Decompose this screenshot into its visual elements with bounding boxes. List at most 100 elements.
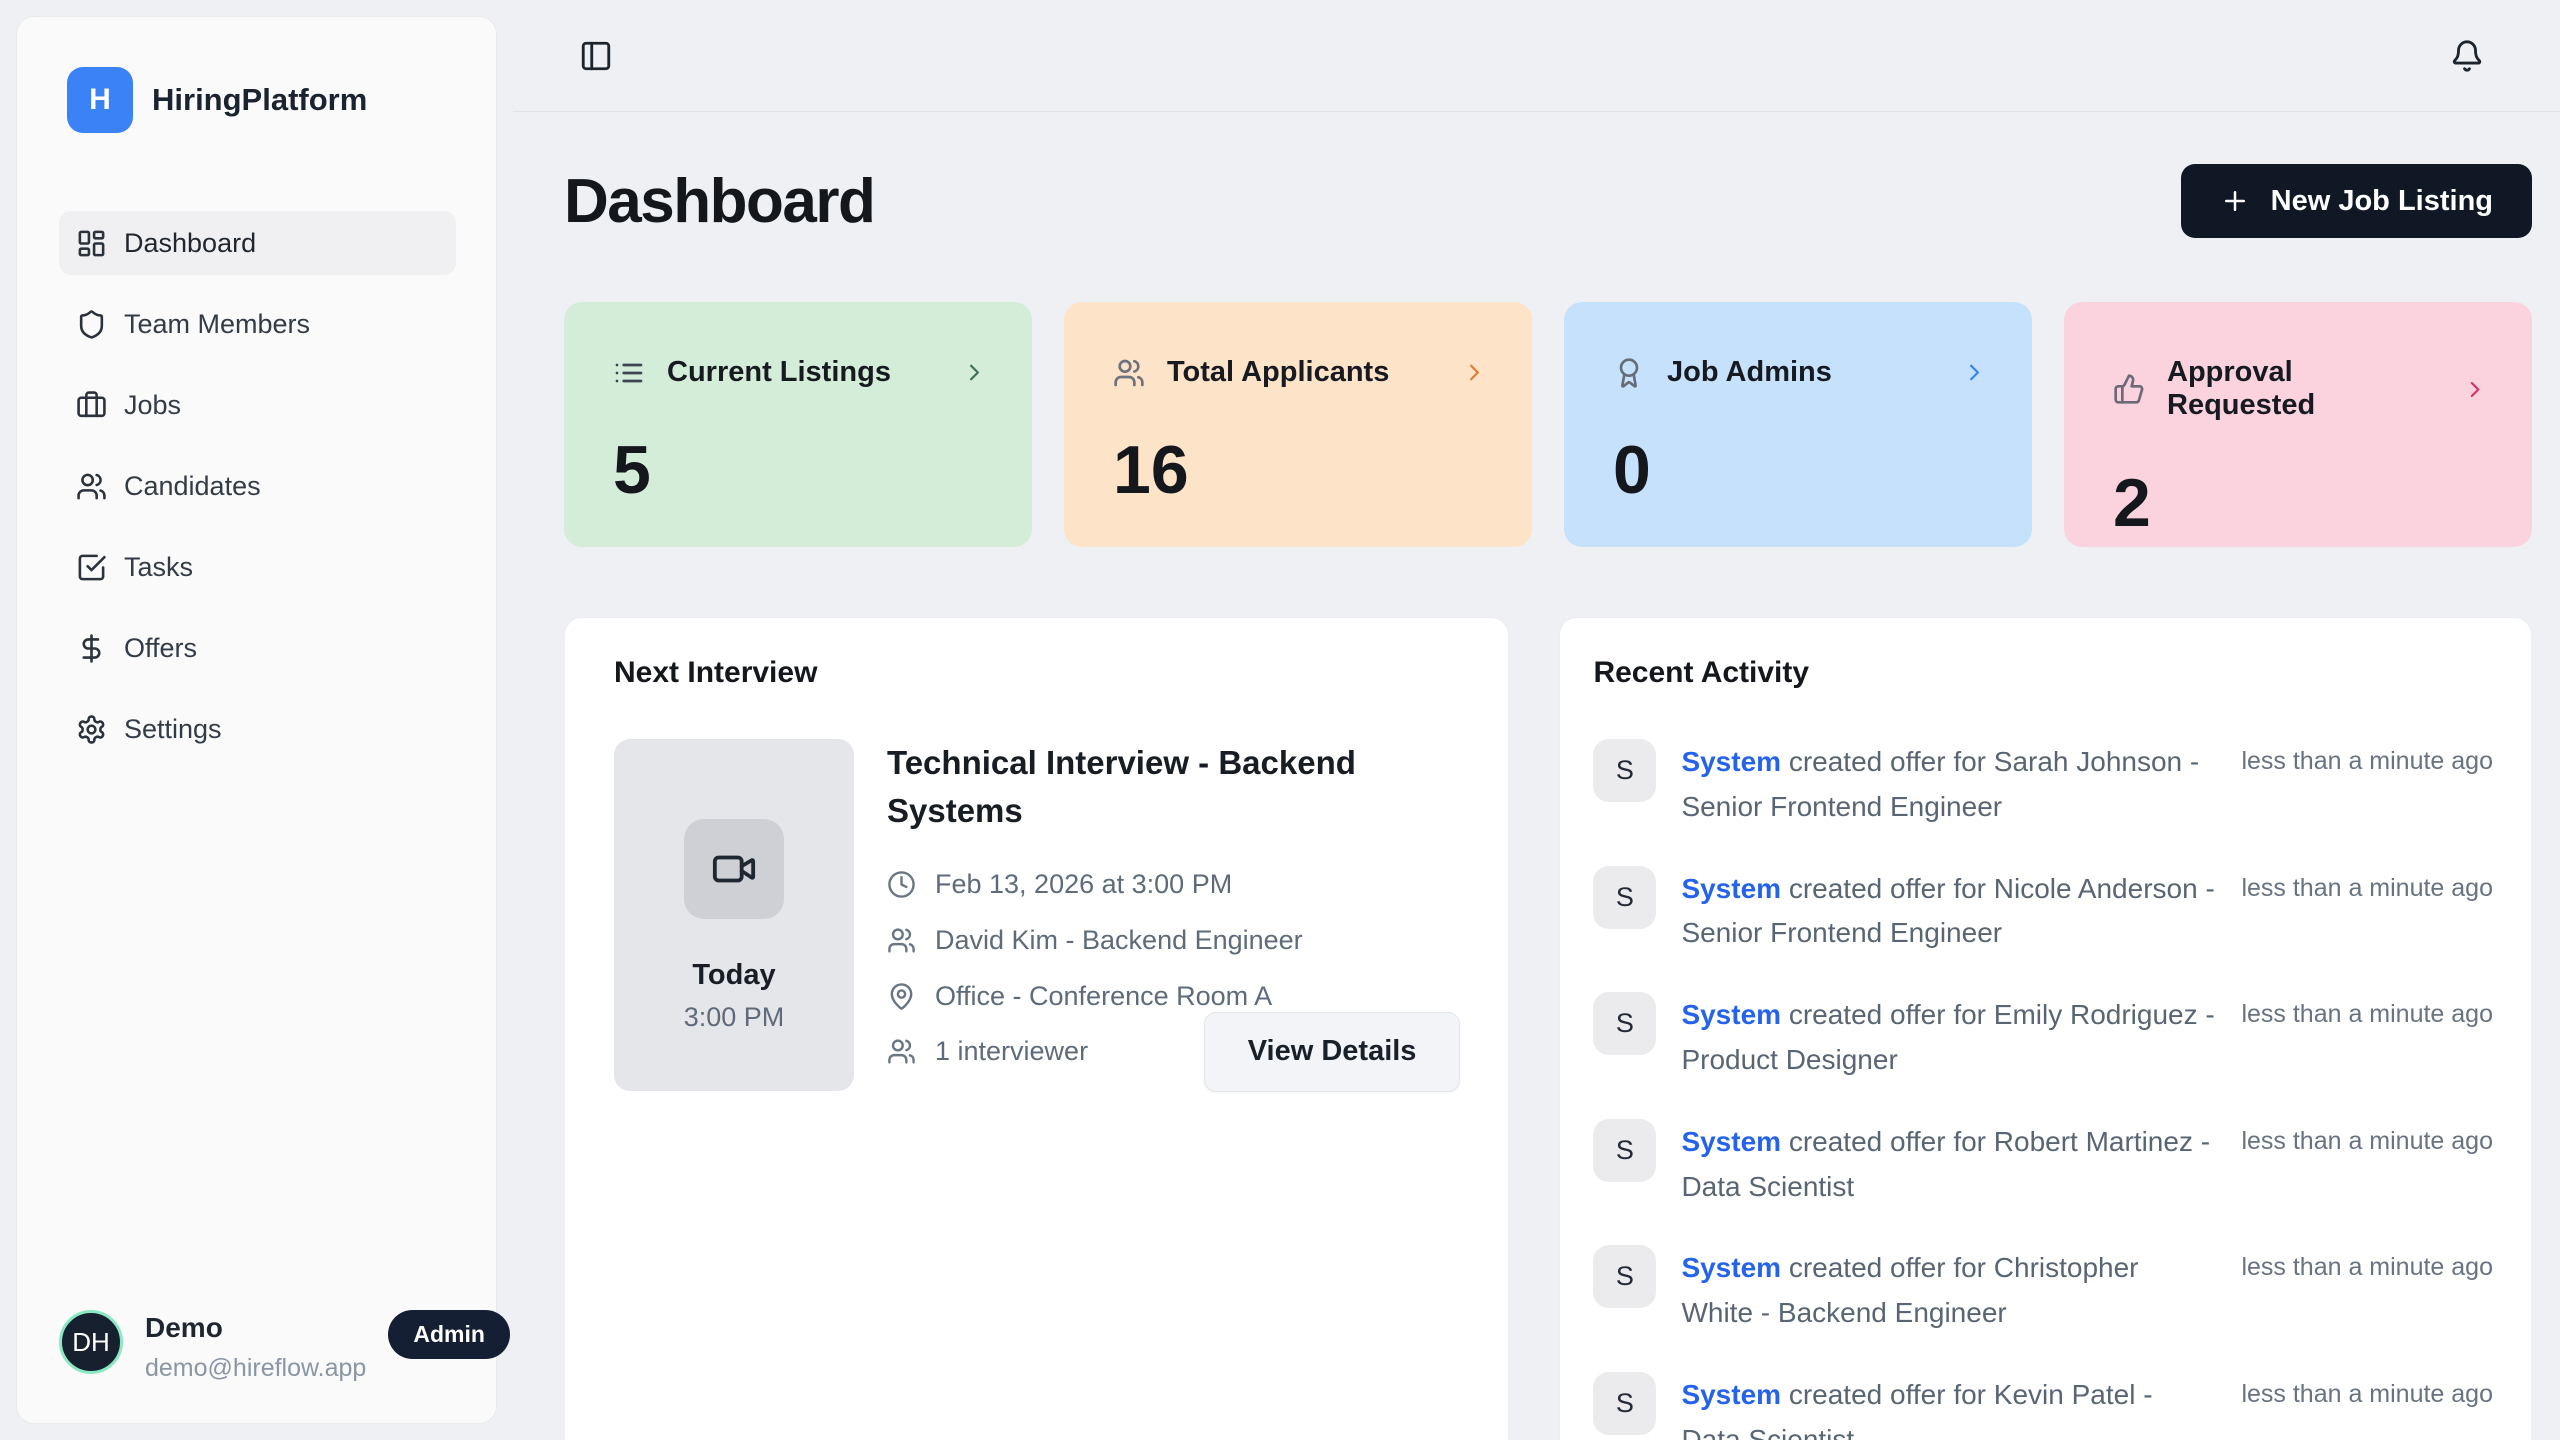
activity-item: S System created offer for Emily Rodrigu… [1593,992,2493,1083]
sidebar-item-label: Candidates [124,470,261,501]
video-icon-tile [684,819,784,919]
sidebar-nav: Dashboard Team Members Jobs Candidates T… [59,211,456,761]
activity-actor: System [1681,1378,1782,1410]
activity-text: System created offer for Emily Rodriguez… [1681,992,2216,1083]
stat-label: Total Applicants [1167,356,1390,388]
activity-actor: System [1681,1125,1782,1157]
new-job-listing-button[interactable]: New Job Listing [2180,164,2532,238]
users-icon [77,473,106,499]
brand: H HiringPlatform [67,67,456,133]
stat-card-current-listings[interactable]: Current Listings 5 [564,302,1032,547]
activity-description: created offer for Kevin Patel - Data Sci… [1681,1378,2153,1440]
sidebar-item-tasks[interactable]: Tasks [59,535,456,599]
award-icon [1619,357,1639,388]
avatar: DH [59,1310,123,1374]
stat-card-approval-requested[interactable]: Approval Requested 2 [2064,302,2532,547]
stats-row: Current Listings 5 Total Applicants 16 J… [564,302,2532,547]
panel-left-icon [581,41,611,70]
stat-value: 2 [2113,465,2151,541]
interview-interviewer-row: David Kim - Backend Engineer [887,925,1460,956]
interview-datetime-row: Feb 13, 2026 at 3:00 PM [887,869,1460,900]
sidebar-item-offers[interactable]: Offers [59,616,456,680]
activity-description: created offer for Sarah Johnson - Senior… [1681,746,2200,822]
activity-actor: System [1681,1252,1782,1284]
user-info: Demo demo@hireflow.app [145,1310,366,1383]
activity-description: created offer for Emily Rodriguez - Prod… [1681,999,2215,1075]
activity-item: S System created offer for Kevin Patel -… [1593,1371,2493,1440]
app-name: HiringPlatform [152,82,368,117]
bell-icon [2452,40,2482,72]
sidebar-item-dashboard[interactable]: Dashboard [59,211,456,275]
sidebar-item-team-members[interactable]: Team Members [59,292,456,356]
clock-icon [888,870,915,898]
layout-dashboard-icon [78,230,105,256]
topbar [513,0,2560,112]
video-camera-icon [712,855,756,883]
recent-activity-heading: Recent Activity [1593,656,1810,689]
view-details-button[interactable]: View Details [1203,1011,1461,1092]
sidebar-item-label: Dashboard [124,227,257,258]
activity-actor: System [1681,999,1782,1031]
sidebar-item-label: Team Members [124,308,311,339]
sidebar-item-label: Settings [124,713,222,744]
stat-head: Current Listings [613,356,988,389]
activity-item: S System created offer for Christopher W… [1593,1245,2493,1336]
interview-date-tile: Today 3:00 PM [614,739,854,1091]
sidebar-item-settings[interactable]: Settings [59,697,456,761]
chevron-right-icon [970,364,979,381]
activity-actor: System [1681,746,1782,777]
role-badge: Admin [388,1310,510,1359]
sidebar-toggle-button[interactable] [575,35,617,77]
stat-value: 16 [1113,432,1189,508]
chevron-right-icon [2470,381,2480,397]
chevron-right-icon [1970,364,1979,381]
stat-label: Job Admins [1667,356,1832,388]
activity-text: System created offer for Sarah Johnson -… [1681,739,2216,830]
new-job-listing-label: New Job Listing [2270,184,2493,217]
activity-timestamp: less than a minute ago [2241,1253,2493,1282]
activity-avatar: S [1593,739,1657,802]
recent-activity-panel: Recent Activity S System created offer f… [1559,617,2532,1440]
interview-details: Technical Interview - Backend Systems Fe… [887,739,1461,1092]
app-logo: H [67,67,133,133]
interview-time: 3:00 PM [683,1002,785,1032]
user-panel[interactable]: DH Demo demo@hireflow.app Admin [59,1310,510,1383]
activity-avatar: S [1593,1245,1657,1309]
stat-value: 5 [613,432,651,508]
interviewer-count-row: 1 interviewer [887,1036,1088,1067]
interview-meta: Feb 13, 2026 at 3:00 PM David Kim - Back… [887,869,1460,1012]
stat-head: Job Admins [1613,356,1988,389]
list-icon [615,363,643,382]
stat-label: Current Listings [667,356,891,388]
users-icon [1114,359,1144,386]
stat-card-job-admins[interactable]: Job Admins 0 [1564,302,2032,547]
panels-row: Next Interview Today 3:00 PM Technical I… [564,617,2532,1440]
activity-text: System created offer for Christopher Whi… [1681,1245,2216,1336]
activity-text: System created offer for Kevin Patel - D… [1681,1372,2216,1440]
notifications-button[interactable] [2446,35,2488,77]
activity-timestamp: less than a minute ago [2241,747,2493,775]
activity-avatar: S [1593,992,1657,1056]
stat-head: Approval Requested [2113,356,2488,422]
sidebar-item-label: Offers [124,632,198,663]
activity-actor: System [1681,872,1782,904]
sidebar-item-candidates[interactable]: Candidates [59,454,456,518]
chevron-right-icon [1470,364,1479,381]
square-check-icon [78,554,106,580]
activity-avatar: S [1593,1371,1657,1435]
sidebar: H HiringPlatform Dashboard Team Members … [16,16,510,1424]
user-name: Demo [145,1312,223,1343]
users-icon [888,928,915,953]
interview-interviewer: David Kim - Backend Engineer [935,924,1303,955]
interview-card: Today 3:00 PM Technical Interview - Back… [614,739,1461,1092]
activity-text: System created offer for Robert Martinez… [1681,1119,2216,1210]
activity-timestamp: less than a minute ago [2241,1379,2493,1408]
next-interview-panel: Next Interview Today 3:00 PM Technical I… [564,617,1510,1440]
next-interview-heading: Next Interview [614,656,818,689]
interviewer-count: 1 interviewer [935,1036,1089,1067]
stat-card-total-applicants[interactable]: Total Applicants 16 [1064,302,1532,547]
page-head: Dashboard New Job Listing [564,164,2532,238]
interview-day: Today [692,959,776,991]
sidebar-item-jobs[interactable]: Jobs [59,373,456,437]
stat-head: Total Applicants [1113,356,1488,389]
